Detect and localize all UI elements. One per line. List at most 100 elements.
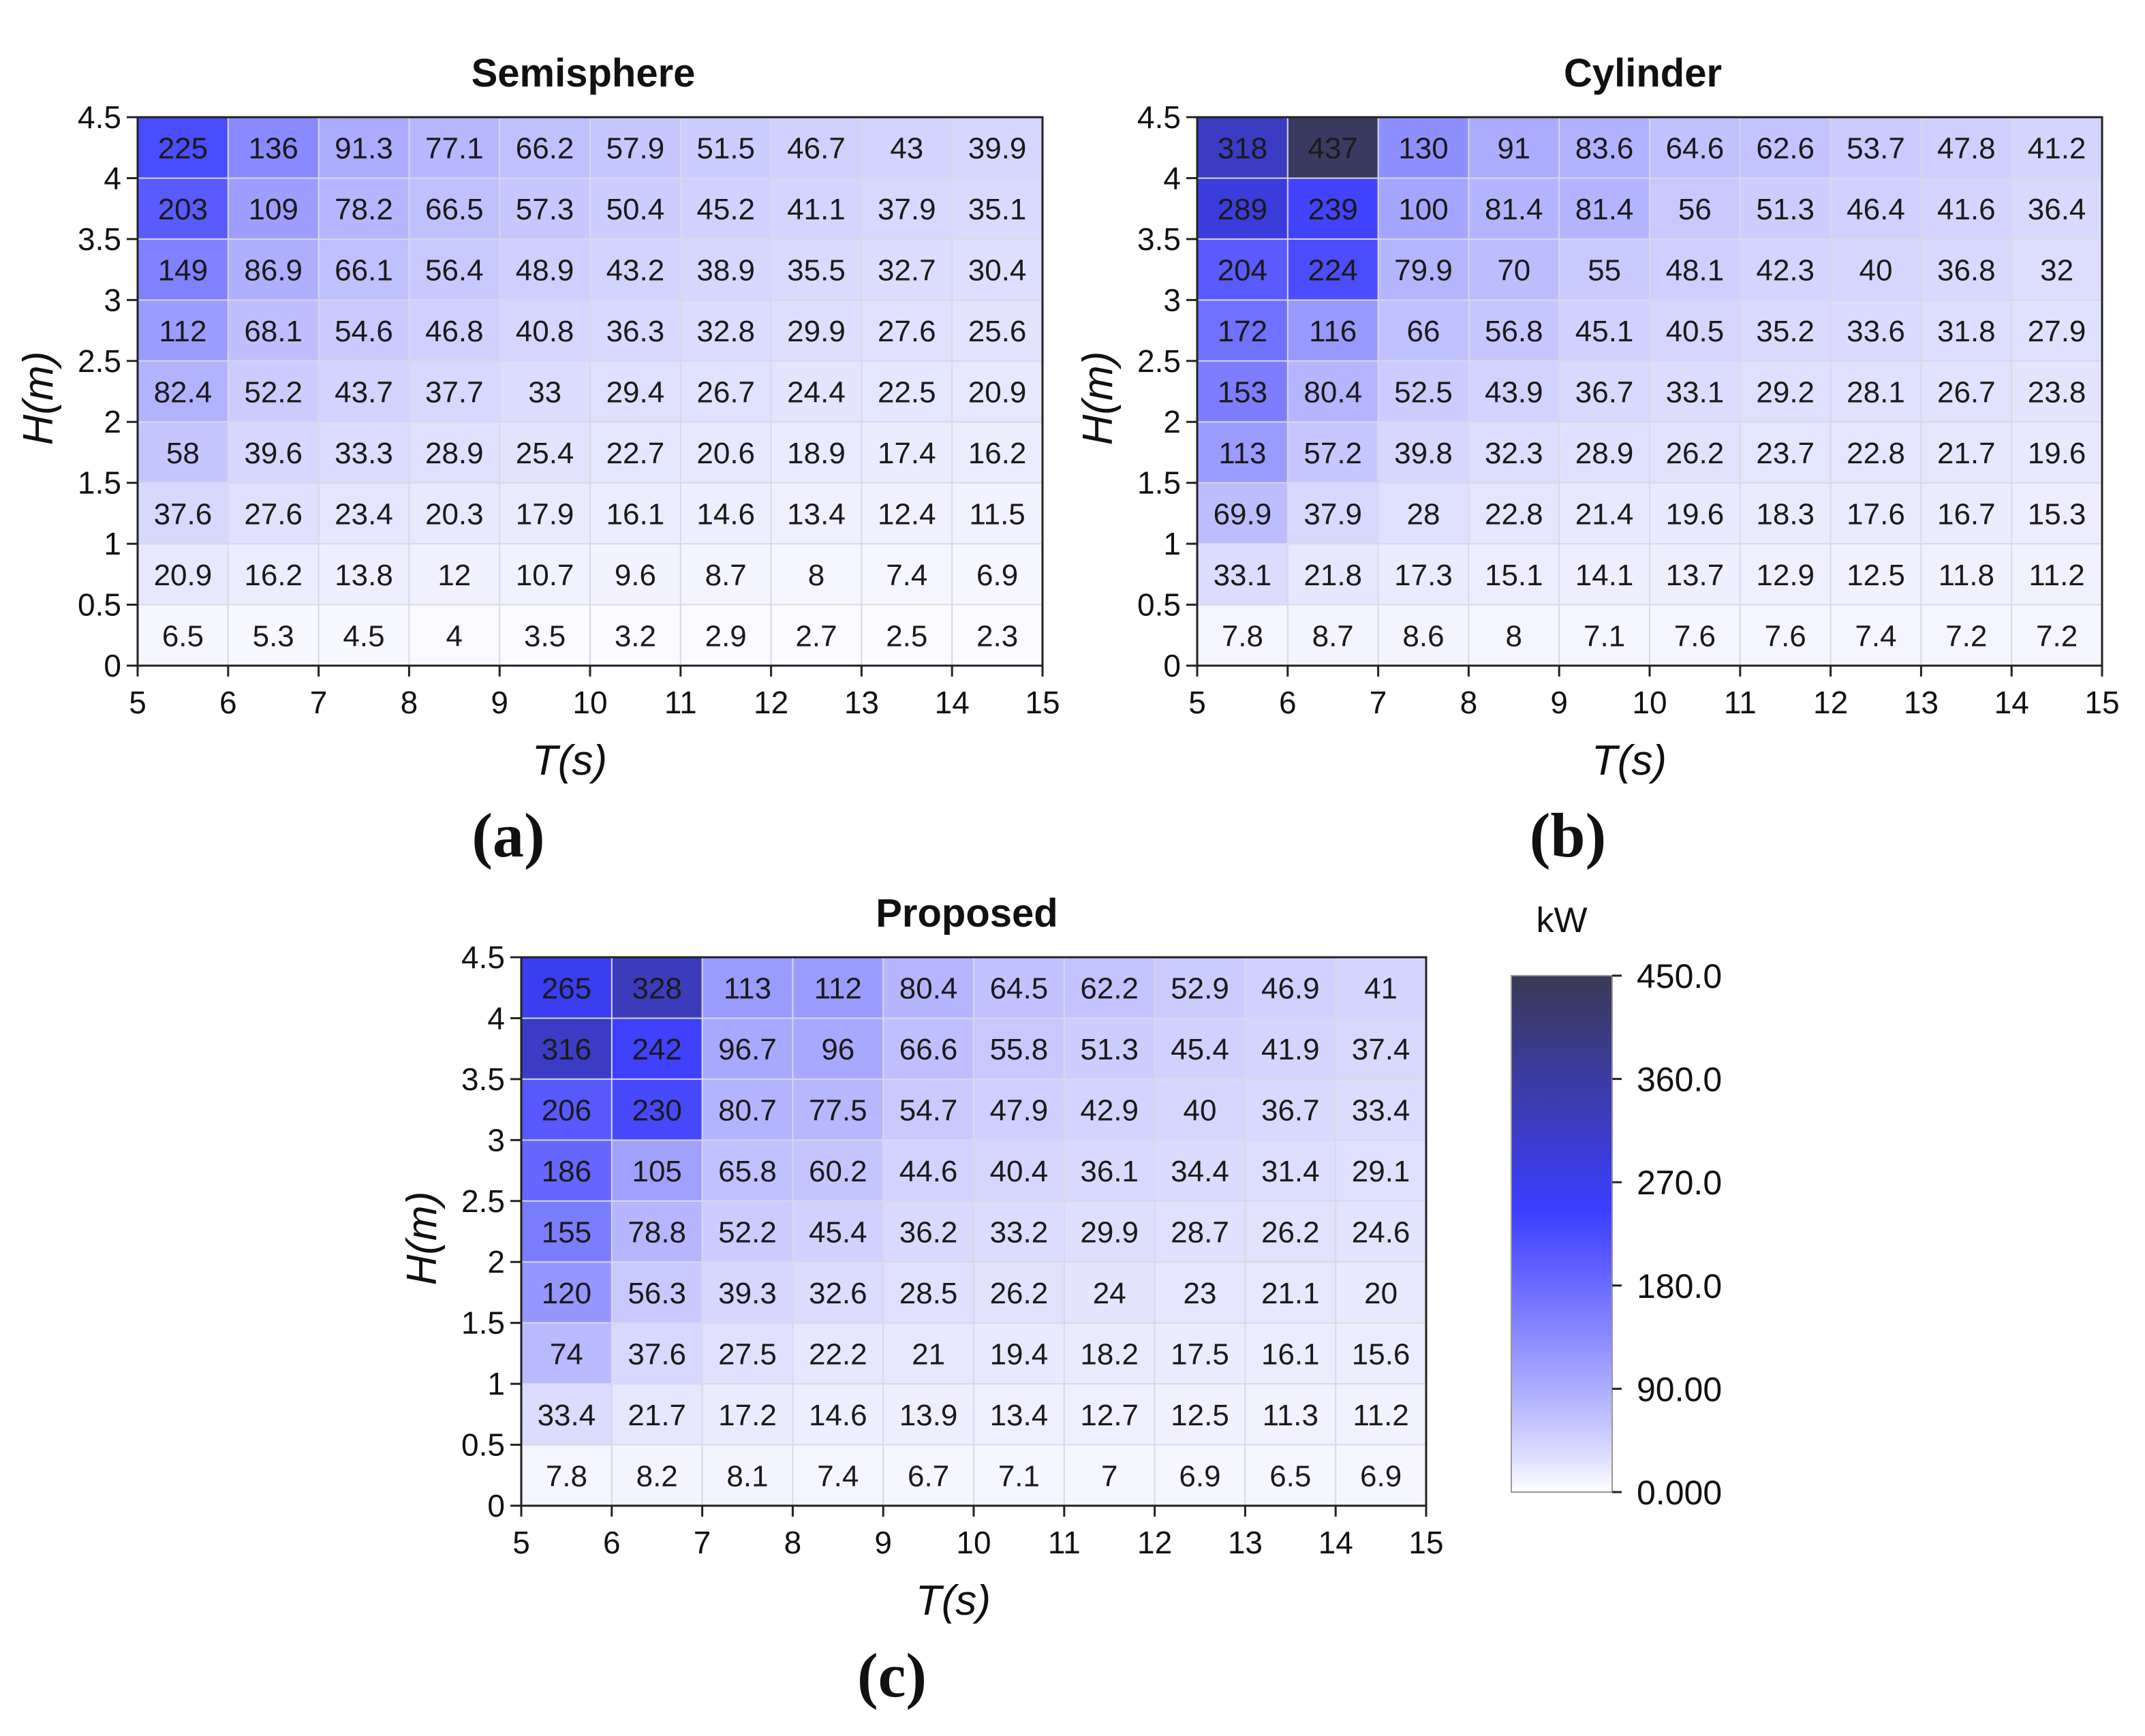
heatmap-cell — [1336, 1444, 1427, 1506]
heatmap-cell — [1378, 482, 1469, 544]
cell-value-label: 66.6 — [899, 1033, 958, 1066]
cell-value-label: 109 — [248, 193, 298, 226]
heatmap-cell — [318, 544, 410, 606]
cell-value-label: 26.2 — [1261, 1216, 1320, 1250]
heatmap-cell — [883, 1262, 974, 1324]
cell-value-label: 5.3 — [253, 619, 294, 653]
cell-value-label: 81.4 — [1575, 193, 1634, 226]
cell-value-label: 36.1 — [1080, 1155, 1139, 1188]
cell-value-label: 7.4 — [886, 559, 927, 592]
heatmap-cell — [611, 957, 703, 1019]
cell-value-label: 66.1 — [335, 254, 393, 288]
heatmap-cell — [1830, 300, 1922, 362]
cell-value-label: 27.9 — [2028, 315, 2086, 348]
heatmap-cell — [1830, 482, 1922, 544]
x-tick-label: 7 — [1370, 685, 1387, 720]
y-tick-label: 1.5 — [78, 465, 121, 501]
heatmap-cell — [680, 360, 772, 422]
heatmap-cell — [318, 604, 410, 666]
cell-value-label: 11.5 — [969, 497, 1025, 531]
x-tick-label: 11 — [1724, 685, 1757, 720]
y-tick-label: 1.5 — [1137, 465, 1181, 501]
heatmap-cell — [1154, 1140, 1246, 1202]
cell-value-label: 8.2 — [636, 1459, 678, 1493]
heatmap-cell — [521, 1444, 613, 1506]
y-tick-label: 2.5 — [461, 1183, 505, 1219]
heatmap-cell — [1559, 238, 1650, 300]
heatmap-cell — [521, 1200, 613, 1262]
heatmap-cell — [2011, 117, 2103, 179]
cell-value-label: 17.9 — [516, 497, 574, 531]
heatmap-cell — [1650, 544, 1741, 606]
cell-value-label: 36.7 — [1575, 376, 1634, 409]
heatmap-cell — [1830, 544, 1922, 606]
colorbar-tick-label: 180.0 — [1637, 1267, 1722, 1305]
heatmap-cell — [1197, 178, 1288, 240]
heatmap-cell — [1378, 300, 1469, 362]
heatmap-cell — [1740, 178, 1832, 240]
heatmap-cell — [1740, 604, 1832, 666]
heatmap-cell — [1336, 1200, 1427, 1262]
heatmap-cell — [318, 360, 410, 422]
x-tick-label: 15 — [2084, 685, 2119, 720]
heatmap-cell — [228, 238, 320, 300]
heatmap-cell — [792, 1444, 884, 1506]
cell-value-label: 69.9 — [1214, 497, 1272, 531]
heatmap-cell — [1336, 1018, 1427, 1080]
heatmap-cell — [861, 300, 953, 362]
heatmap-cell — [1154, 1079, 1246, 1141]
x-tick-label: 9 — [874, 1525, 892, 1560]
cell-value-label: 51.5 — [696, 132, 755, 166]
cell-value-label: 224 — [1308, 254, 1357, 288]
x-tick-label: 12 — [1137, 1525, 1172, 1560]
chart-title: Cylinder — [1564, 51, 1722, 95]
heatmap-cell — [1740, 422, 1832, 484]
cell-value-label: 13.9 — [899, 1399, 958, 1432]
cell-value-label: 105 — [632, 1155, 681, 1188]
heatmap-cell — [1559, 360, 1650, 422]
heatmap-cell — [1064, 1018, 1156, 1080]
heatmap-cell — [409, 300, 500, 362]
heatmap-cell — [974, 1262, 1065, 1324]
heatmap-cell — [521, 1079, 613, 1141]
heatmap-cell — [499, 238, 591, 300]
heatmap-cell — [1064, 1262, 1156, 1324]
y-tick-label: 0.5 — [78, 587, 121, 623]
heatmap-cell — [228, 482, 320, 544]
heatmap-cell — [702, 1322, 793, 1384]
cell-value-label: 33.2 — [990, 1216, 1049, 1250]
cell-value-label: 10.7 — [516, 559, 574, 592]
cell-value-label: 21.4 — [1575, 497, 1634, 531]
heatmap-cell — [974, 1200, 1065, 1262]
cell-value-label: 20.3 — [425, 497, 484, 531]
heatmap-cell — [771, 422, 862, 484]
heatmap-cell — [1830, 117, 1922, 179]
x-tick-label: 10 — [956, 1525, 991, 1560]
cell-value-label: 7.8 — [1222, 619, 1263, 653]
heatmap-cell — [138, 238, 229, 300]
y-tick-label: 3 — [104, 282, 121, 317]
y-tick-label: 1.5 — [461, 1305, 505, 1341]
colorbar-tick-label: 360.0 — [1637, 1061, 1722, 1099]
cell-value-label: 120 — [542, 1277, 591, 1310]
heatmap-cell — [590, 300, 681, 362]
y-axis-label: H(m) — [1075, 352, 1122, 446]
heatmap-cell — [228, 422, 320, 484]
cell-value-label: 20.9 — [154, 559, 213, 592]
y-axis-label: H(m) — [15, 352, 62, 446]
heatmap-cell — [611, 1018, 703, 1080]
cell-value-label: 7.8 — [546, 1459, 587, 1493]
cell-value-label: 37.6 — [154, 497, 213, 531]
heatmap-cell — [2011, 604, 2103, 666]
heatmap-cell — [792, 1079, 884, 1141]
x-tick-label: 14 — [1994, 685, 2029, 720]
x-tick-label: 9 — [491, 685, 508, 720]
cell-value-label: 100 — [1398, 193, 1448, 226]
heatmap-cell — [974, 1384, 1065, 1446]
cell-value-label: 56.8 — [1485, 315, 1543, 348]
cell-value-label: 86.9 — [244, 254, 303, 288]
heatmap-cell — [861, 360, 953, 422]
cell-value-label: 28.5 — [899, 1277, 958, 1310]
